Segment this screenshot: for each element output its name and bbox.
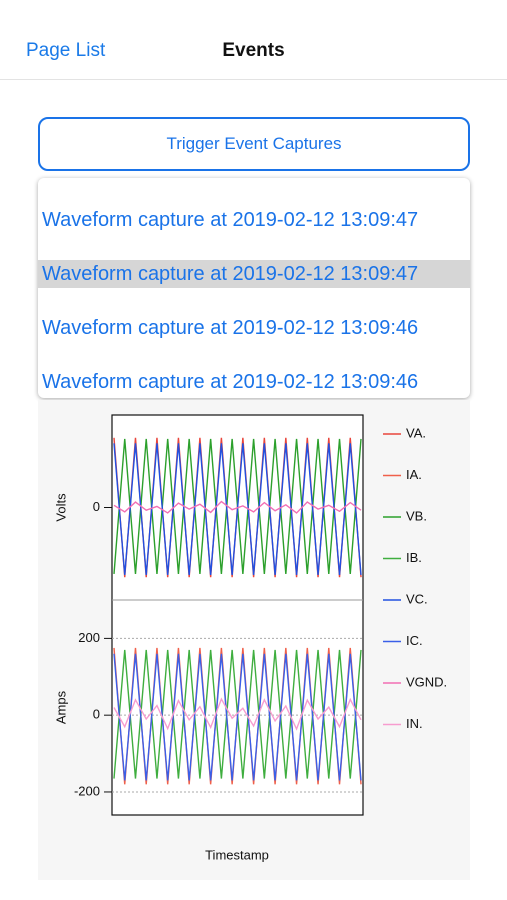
y-tick-label: 200 <box>78 630 100 645</box>
legend-label: VGND. <box>406 674 447 689</box>
legend-label: IN. <box>406 716 423 731</box>
trigger-button[interactable]: Trigger Event Captures <box>38 117 470 171</box>
legend-label: IC. <box>406 633 423 648</box>
legend-label: IB. <box>406 550 422 565</box>
x-axis-label: Timestamp <box>205 847 269 862</box>
y-tick-label: 0 <box>93 707 100 722</box>
nav-title: Events <box>222 40 285 61</box>
nav-bar: Page List Events <box>0 0 507 80</box>
y-tick-label: 0 <box>93 499 100 514</box>
y-axis-label: Amps <box>53 690 68 724</box>
legend-label: VC. <box>406 591 428 606</box>
y-axis-label: Volts <box>53 493 68 522</box>
series-line <box>113 653 362 781</box>
y-tick-label: -200 <box>74 783 100 798</box>
back-button[interactable]: Page List <box>26 40 106 61</box>
legend-label: VB. <box>406 508 427 523</box>
series-line <box>113 697 362 731</box>
event-row[interactable]: Waveform capture at 2019-02-12 13:09:46 <box>42 371 419 393</box>
event-row[interactable]: Waveform capture at 2019-02-12 13:09:46 <box>42 317 419 339</box>
legend-label: IA. <box>406 467 422 482</box>
legend-label: VA. <box>406 425 426 440</box>
series-line <box>113 443 362 576</box>
event-list: Waveform capture at 2019-02-12 13:09:47 W… <box>38 178 470 398</box>
series-line <box>113 500 362 514</box>
event-row[interactable]: Waveform capture at 2019-02-12 13:09:47 <box>38 260 470 288</box>
event-row[interactable]: Waveform capture at 2019-02-12 13:09:47 <box>42 209 419 231</box>
